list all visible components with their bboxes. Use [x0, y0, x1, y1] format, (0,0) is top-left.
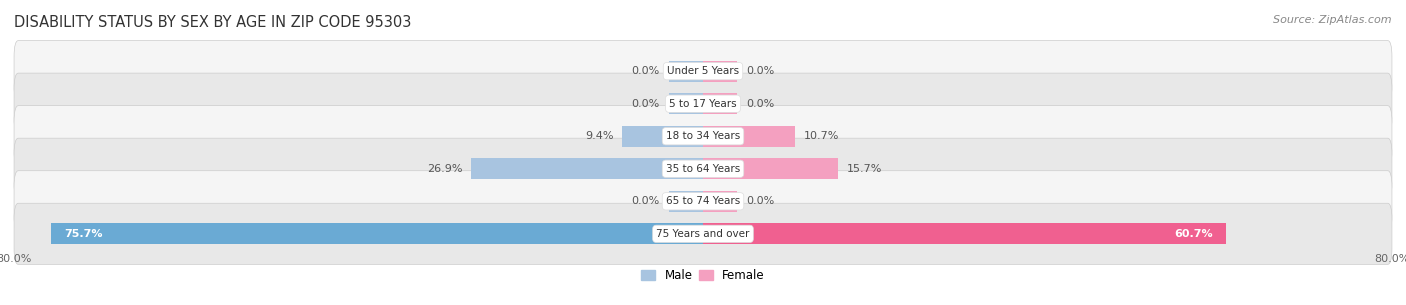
Text: 0.0%: 0.0%	[631, 196, 659, 206]
FancyBboxPatch shape	[14, 106, 1392, 167]
Text: DISABILITY STATUS BY SEX BY AGE IN ZIP CODE 95303: DISABILITY STATUS BY SEX BY AGE IN ZIP C…	[14, 15, 412, 30]
Text: 0.0%: 0.0%	[747, 196, 775, 206]
Bar	[669, 61, 703, 82]
Text: 60.7%: 60.7%	[1174, 229, 1213, 239]
Text: 0.0%: 0.0%	[747, 66, 775, 76]
Bar	[703, 191, 738, 212]
Text: 0.0%: 0.0%	[747, 99, 775, 109]
Text: 0.0%: 0.0%	[631, 66, 659, 76]
Text: 75.7%: 75.7%	[65, 229, 103, 239]
Text: 5 to 17 Years: 5 to 17 Years	[669, 99, 737, 109]
Text: 18 to 34 Years: 18 to 34 Years	[666, 131, 740, 141]
Text: 9.4%: 9.4%	[585, 131, 613, 141]
FancyBboxPatch shape	[14, 138, 1392, 199]
Text: 75 Years and over: 75 Years and over	[657, 229, 749, 239]
Text: 35 to 64 Years: 35 to 64 Years	[666, 164, 740, 174]
Bar	[703, 126, 796, 147]
Bar	[703, 158, 838, 179]
Text: 15.7%: 15.7%	[846, 164, 882, 174]
Bar	[669, 93, 703, 114]
Bar	[703, 93, 738, 114]
Text: Under 5 Years: Under 5 Years	[666, 66, 740, 76]
Legend: Male, Female: Male, Female	[637, 265, 769, 287]
Bar	[51, 223, 703, 244]
Text: 26.9%: 26.9%	[427, 164, 463, 174]
Text: 65 to 74 Years: 65 to 74 Years	[666, 196, 740, 206]
Bar	[621, 126, 703, 147]
Text: 0.0%: 0.0%	[631, 99, 659, 109]
Bar	[703, 223, 1226, 244]
Bar	[703, 61, 738, 82]
Bar	[669, 191, 703, 212]
FancyBboxPatch shape	[14, 203, 1392, 264]
Text: Source: ZipAtlas.com: Source: ZipAtlas.com	[1274, 15, 1392, 25]
FancyBboxPatch shape	[14, 41, 1392, 102]
FancyBboxPatch shape	[14, 171, 1392, 232]
Text: 10.7%: 10.7%	[804, 131, 839, 141]
Bar	[471, 158, 703, 179]
FancyBboxPatch shape	[14, 73, 1392, 134]
